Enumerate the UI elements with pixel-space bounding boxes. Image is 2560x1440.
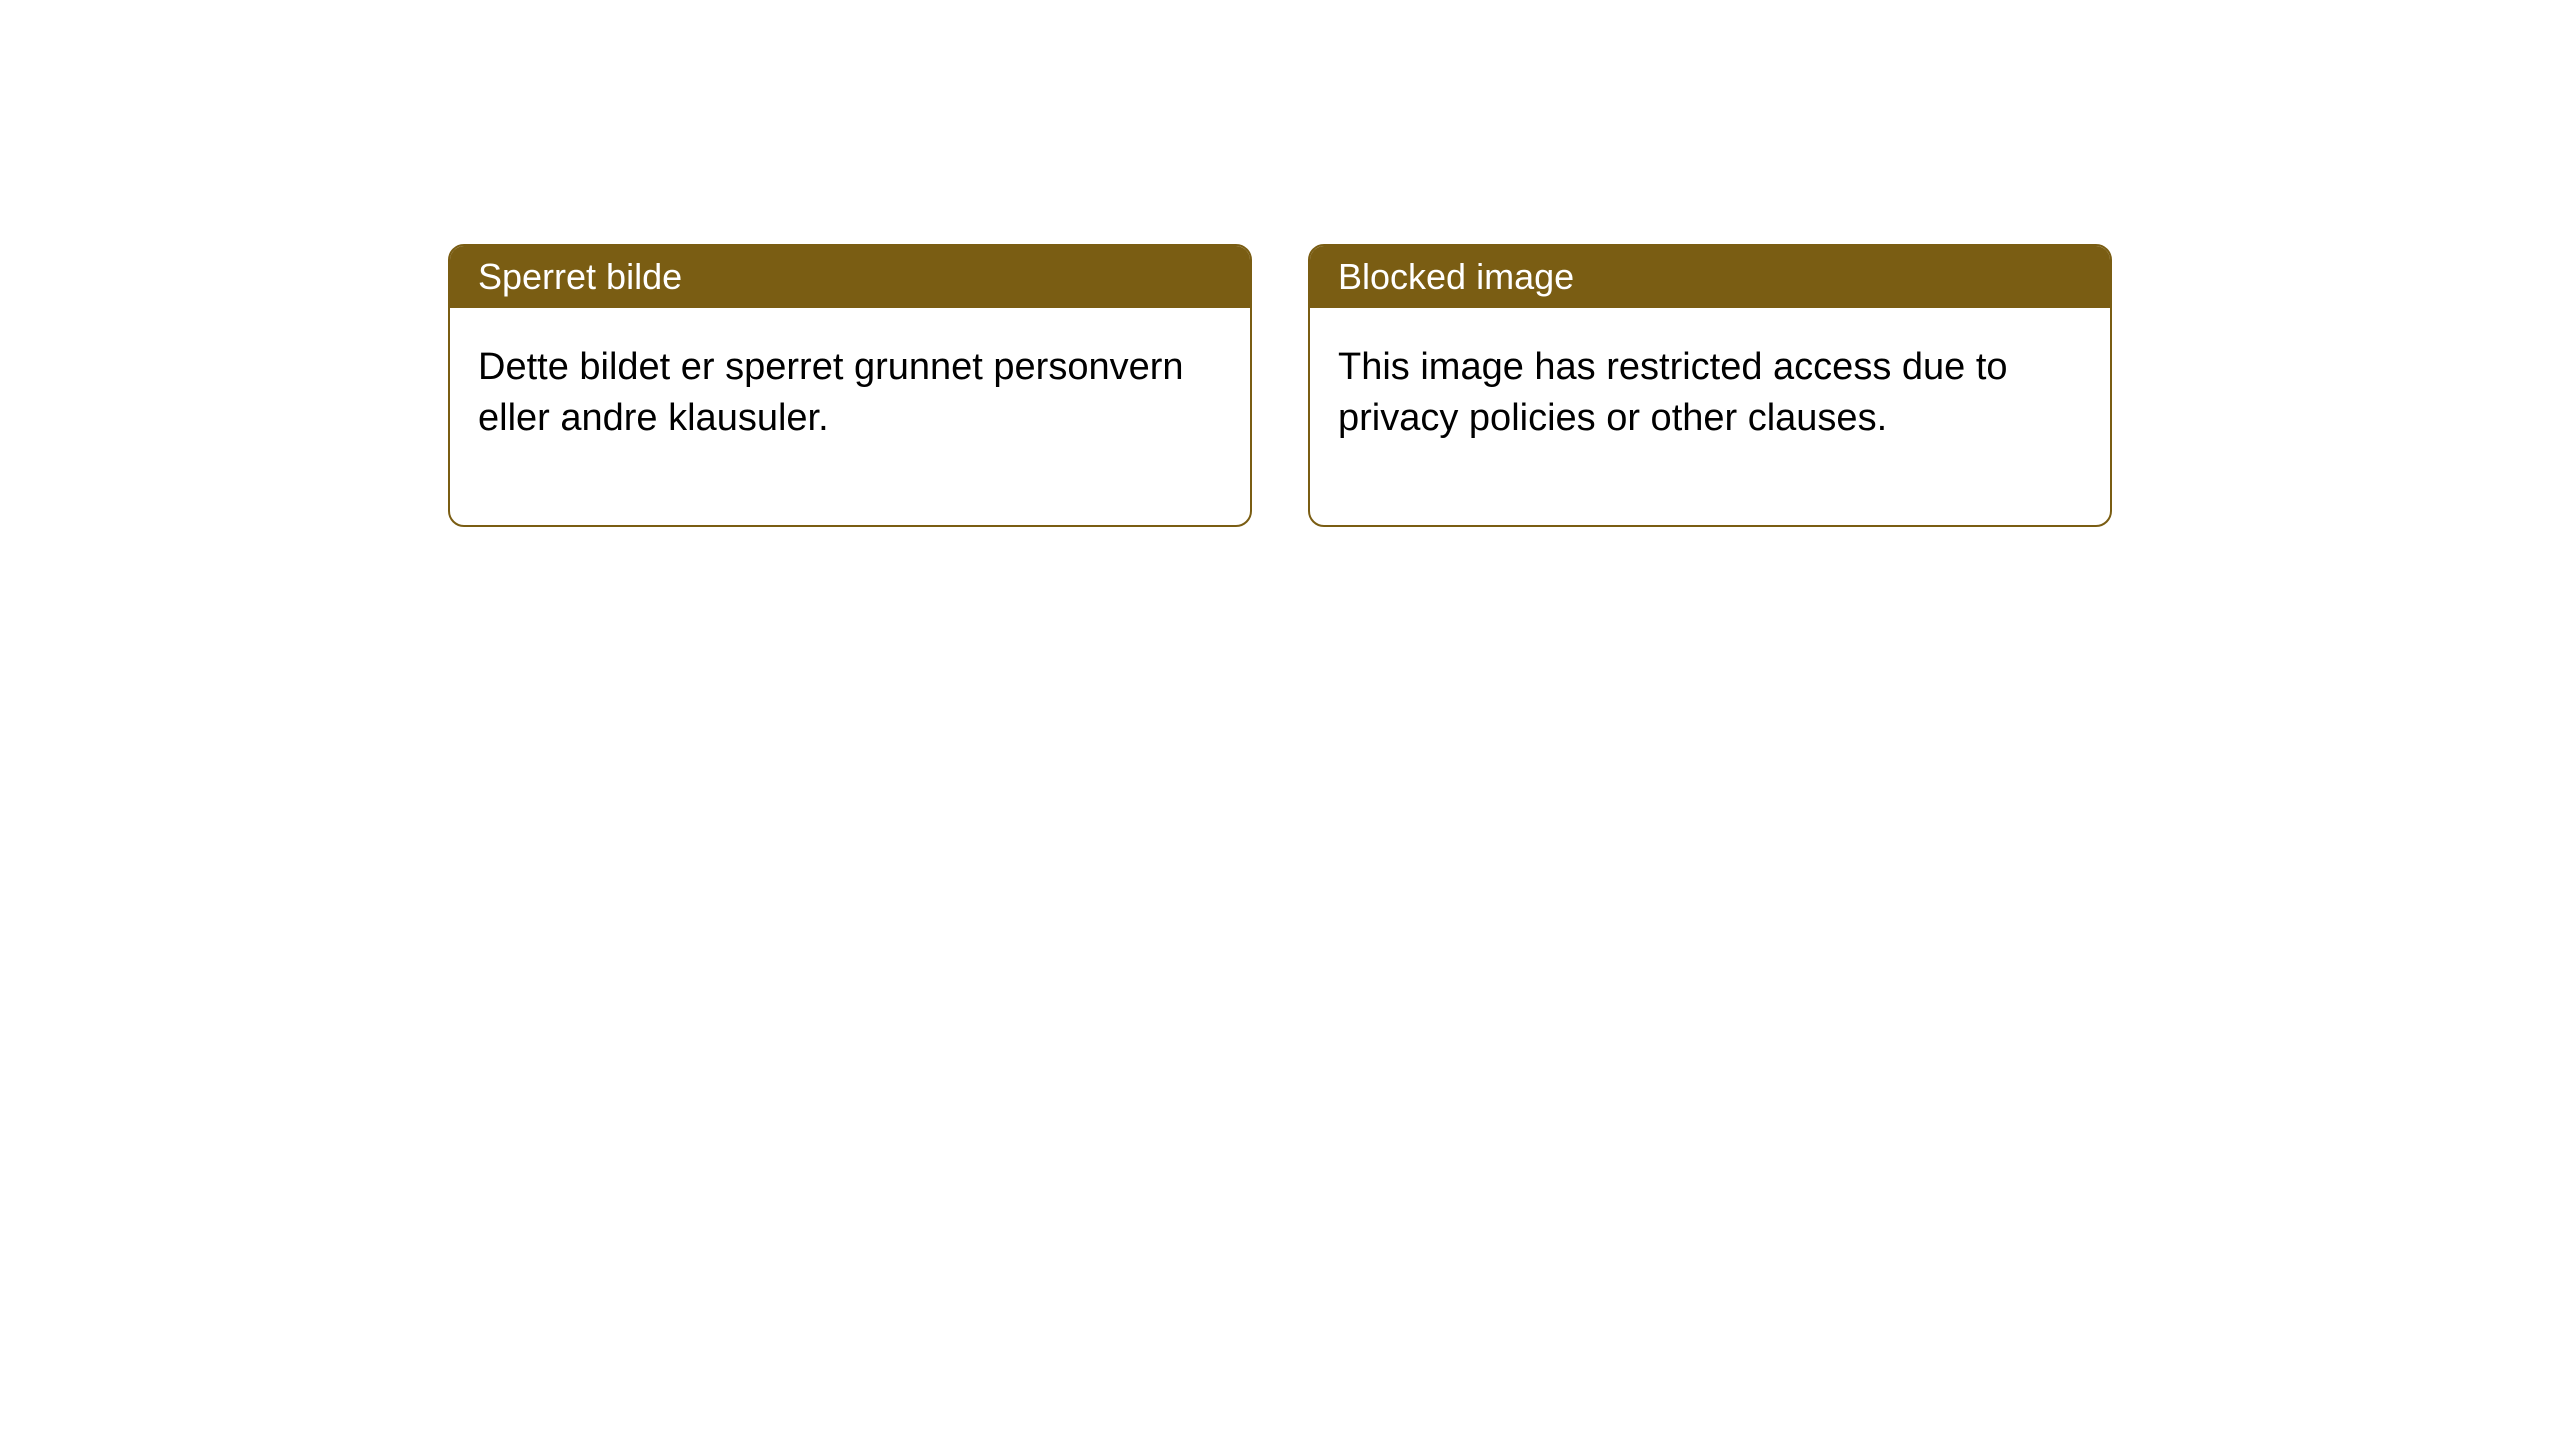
notice-header: Sperret bilde: [450, 246, 1250, 308]
notice-box-norwegian: Sperret bilde Dette bildet er sperret gr…: [448, 244, 1252, 527]
notice-body: This image has restricted access due to …: [1310, 308, 2110, 525]
notice-box-english: Blocked image This image has restricted …: [1308, 244, 2112, 527]
notice-container: Sperret bilde Dette bildet er sperret gr…: [0, 0, 2560, 527]
notice-header: Blocked image: [1310, 246, 2110, 308]
notice-body: Dette bildet er sperret grunnet personve…: [450, 308, 1250, 525]
